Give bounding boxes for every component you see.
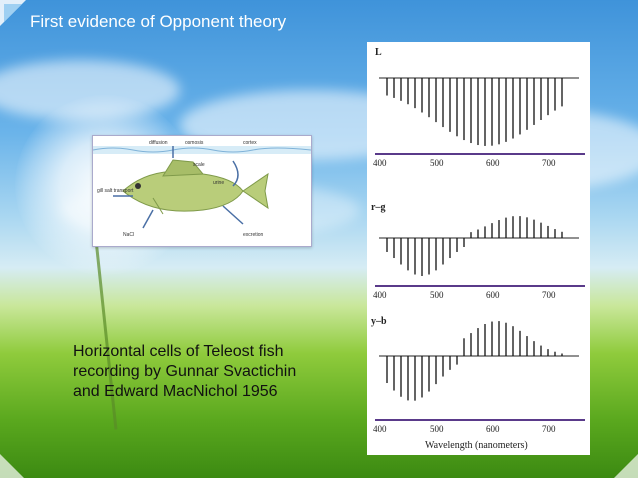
- response-bars: [386, 216, 563, 276]
- tick-label: 600: [486, 290, 500, 300]
- arrow-icon: [222, 205, 244, 225]
- x-axis-label: Wavelength (nanometers): [425, 440, 528, 451]
- diagram-label: NaCl: [123, 232, 134, 238]
- fish-illustration: diffusion osmosis cortex gill salt trans…: [92, 136, 312, 246]
- fish-diagram: diffusion osmosis cortex gill salt trans…: [92, 135, 312, 247]
- spectral-response-figure: L 400 500 600 700 r–g 400 500 600 700 y–…: [367, 42, 590, 455]
- panel-label: r–g: [371, 202, 385, 213]
- tick-label: 400: [373, 424, 387, 434]
- corner-decoration: [614, 454, 638, 478]
- caption-line: recording by Gunnar Svactichin: [73, 363, 297, 380]
- diagram-label: gill salt transport: [97, 188, 134, 194]
- tick-label: 700: [542, 290, 556, 300]
- caption-line: and Edward MacNichol 1956: [73, 383, 278, 400]
- response-bars: [386, 78, 563, 146]
- tick-label: 400: [373, 158, 387, 168]
- diagram-label: urine: [213, 180, 224, 186]
- diagram-label: excretion: [243, 232, 264, 238]
- spectral-response-plot: L 400 500 600 700 r–g 400 500 600 700 y–…: [367, 42, 590, 455]
- diagram-label: scale: [193, 162, 205, 168]
- tick-label: 700: [542, 158, 556, 168]
- tick-label: 500: [430, 158, 444, 168]
- caption-line: Horizontal cells of Teleost fish: [73, 343, 284, 360]
- arrow-icon: [232, 160, 239, 187]
- diagram-label: cortex: [243, 140, 257, 146]
- arrow-icon: [142, 209, 154, 229]
- slide-caption: Horizontal cells of Teleost fish recordi…: [73, 342, 296, 402]
- tick-label: 400: [373, 290, 387, 300]
- tick-label: 500: [430, 290, 444, 300]
- slide-title: First evidence of Opponent theory: [30, 12, 287, 31]
- corner-decoration: [0, 454, 24, 478]
- response-bars: [386, 321, 563, 401]
- tick-label: 500: [430, 424, 444, 434]
- tick-label: 600: [486, 424, 500, 434]
- tick-label: 700: [542, 424, 556, 434]
- tick-label: 600: [486, 158, 500, 168]
- corner-decoration: [4, 4, 22, 22]
- diagram-label: osmosis: [185, 140, 204, 146]
- panel-label: y–b: [371, 316, 387, 327]
- diagram-label: diffusion: [149, 140, 168, 146]
- panel-label: L: [375, 47, 382, 58]
